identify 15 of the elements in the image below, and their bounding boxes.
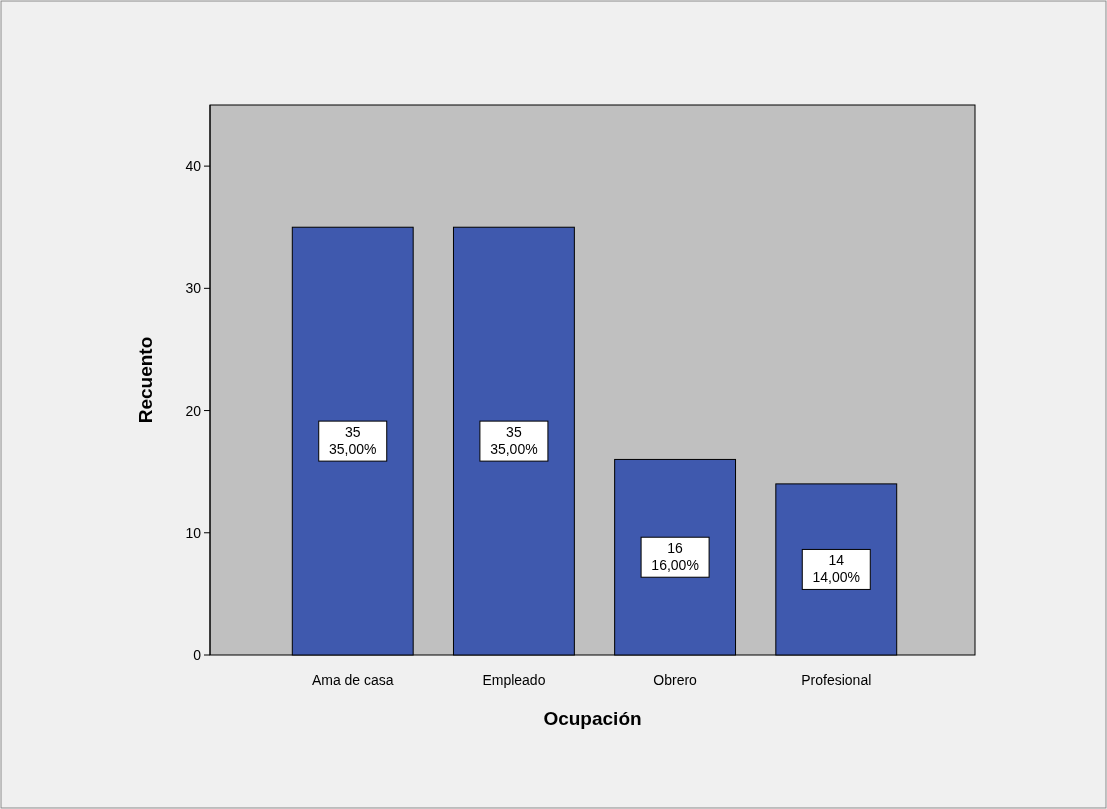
data-label: 35 35,00%: [490, 424, 538, 458]
data-label: 14 14,00%: [812, 552, 861, 586]
x-axis-title: Ocupación: [543, 708, 642, 729]
x-tick-label: Ama de casa: [311, 672, 394, 688]
x-tick-label: Obrero: [653, 672, 698, 688]
x-tick-label: Profesional: [801, 672, 872, 688]
y-tick-label: 10: [185, 524, 202, 541]
y-tick-label: 0: [193, 647, 202, 663]
x-tick-label: Empleado: [482, 672, 546, 688]
y-axis-title: Recuento: [135, 336, 156, 424]
data-label: 16 16,00%: [651, 540, 699, 574]
y-tick-label: 20: [185, 402, 202, 419]
y-tick-label: 30: [185, 280, 202, 297]
data-label: 35 35,00%: [328, 424, 377, 458]
y-tick-label: 40: [185, 158, 202, 175]
